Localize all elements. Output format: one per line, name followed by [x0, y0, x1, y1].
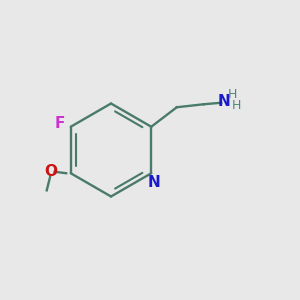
Text: F: F	[54, 116, 64, 131]
Text: O: O	[44, 164, 57, 179]
Text: H: H	[232, 99, 241, 112]
Text: N: N	[147, 175, 160, 190]
Text: N: N	[218, 94, 230, 109]
Text: H: H	[228, 88, 237, 101]
